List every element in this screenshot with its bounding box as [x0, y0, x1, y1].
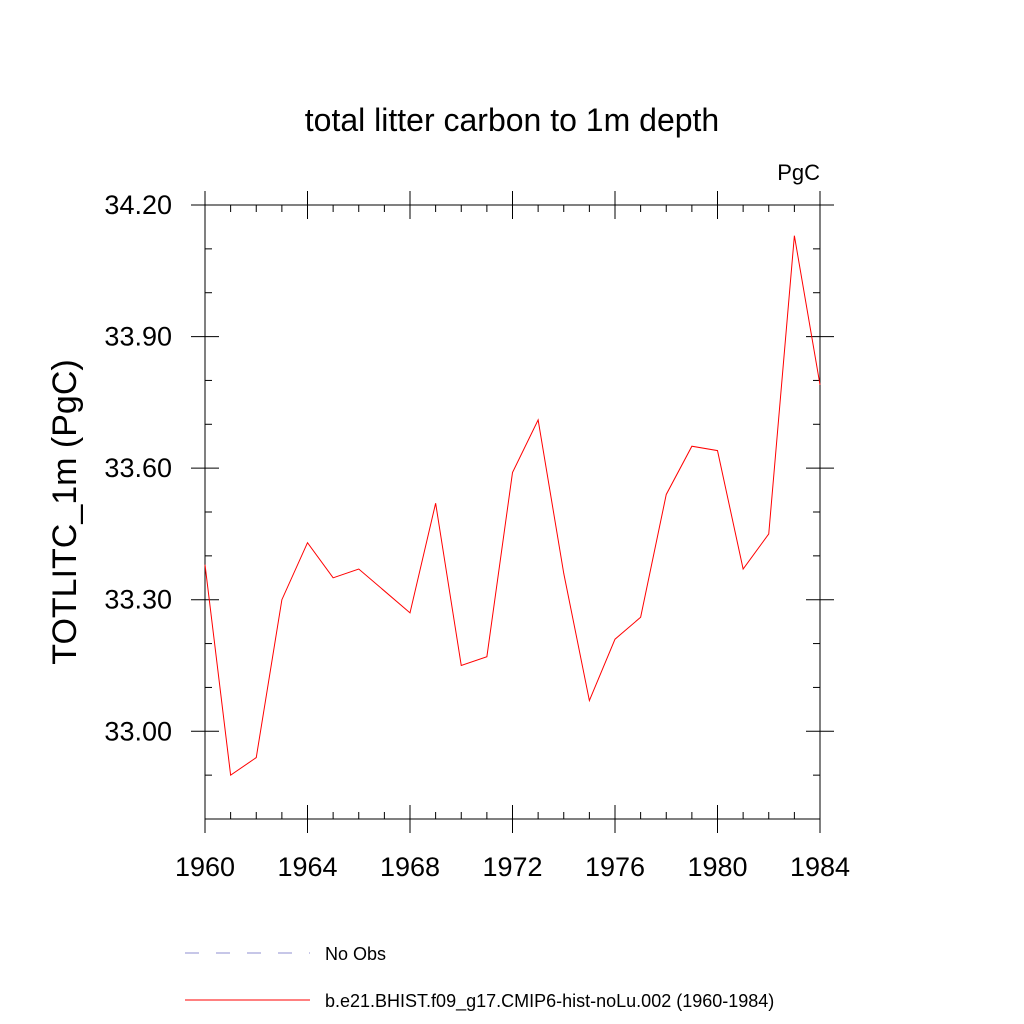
y-axis-label: TOTLITC_1m (PgC) — [46, 359, 84, 664]
x-axis-ticks — [204, 191, 821, 833]
x-tick-label: 1976 — [585, 852, 645, 882]
x-tick-label: 1960 — [175, 852, 235, 882]
x-axis-tick-labels: 1960 1964 1968 1972 1976 1980 1984 — [175, 852, 850, 882]
x-tick-label: 1980 — [687, 852, 747, 882]
y-tick-label: 33.00 — [104, 716, 172, 746]
series-layer — [204, 235, 821, 777]
y-axis-ticks — [191, 204, 834, 820]
x-tick-label: 1968 — [380, 852, 440, 882]
y-tick-label: 33.90 — [104, 322, 172, 352]
units-label: PgC — [777, 160, 820, 185]
x-tick-label: 1964 — [277, 852, 337, 882]
y-tick-label: 33.60 — [104, 453, 172, 483]
series-line — [204, 235, 821, 777]
x-tick-label: 1984 — [790, 852, 850, 882]
chart-title: total litter carbon to 1m depth — [305, 102, 719, 138]
legend: No Obs b.e21.BHIST.f09_g17.CMIP6-hist-no… — [185, 944, 774, 1012]
y-tick-label: 33.30 — [104, 585, 172, 615]
x-tick-label: 1972 — [482, 852, 542, 882]
y-axis-tick-labels: 33.00 33.30 33.60 33.90 34.20 — [104, 190, 172, 746]
y-tick-label: 34.20 — [104, 190, 172, 220]
plot-frame — [204, 204, 821, 820]
legend-label-no-obs: No Obs — [325, 944, 386, 964]
legend-label-series: b.e21.BHIST.f09_g17.CMIP6-hist-noLu.002 … — [325, 991, 774, 1012]
